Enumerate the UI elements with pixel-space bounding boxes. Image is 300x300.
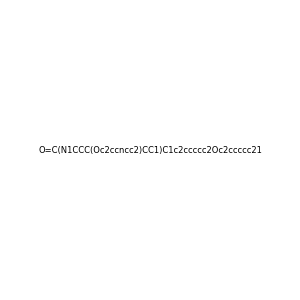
Text: O=C(N1CCC(Oc2ccncc2)CC1)C1c2ccccc2Oc2ccccc21: O=C(N1CCC(Oc2ccncc2)CC1)C1c2ccccc2Oc2ccc… [38,146,262,154]
